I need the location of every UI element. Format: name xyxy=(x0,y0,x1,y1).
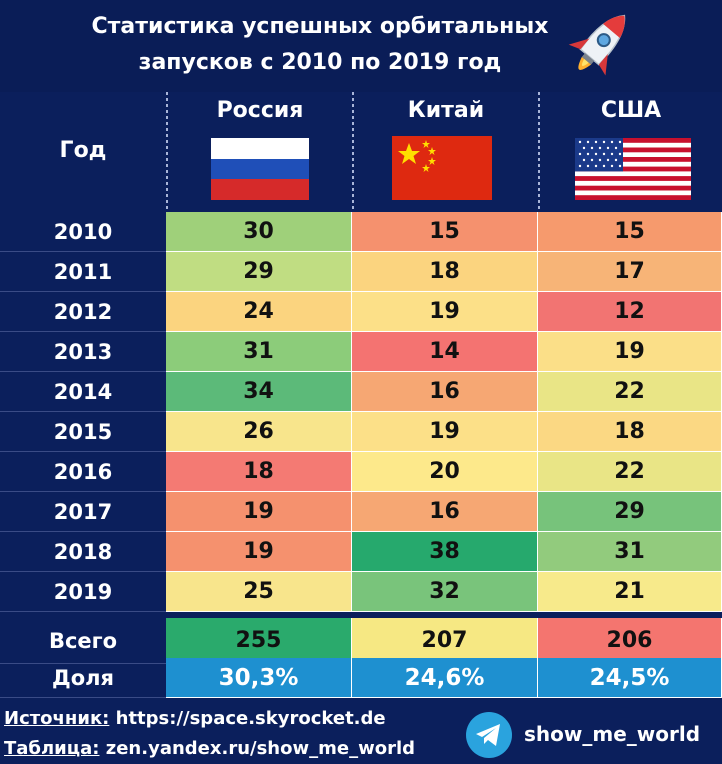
country-header-russia: Россия xyxy=(168,92,352,210)
table-row: 2014 34 16 22 xyxy=(0,372,722,412)
value-cell: 14 xyxy=(352,332,538,372)
table-row: 2010 30 15 15 xyxy=(0,212,722,252)
chart-title-line-1: Статистика успешных орбитальных xyxy=(91,14,549,39)
value-cell: 12 xyxy=(538,292,722,332)
telegram-icon xyxy=(466,712,512,758)
table-row: 2016 18 20 22 xyxy=(0,452,722,492)
chart-title-line-2: запусков с 2010 по 2019 год xyxy=(138,50,502,75)
value-cell: 19 xyxy=(166,532,352,572)
share-row: Доля 30,3% 24,6% 24,5% xyxy=(0,658,722,698)
total-label: Всего xyxy=(0,618,166,664)
year-header-label: Год xyxy=(59,138,107,163)
header-separator xyxy=(538,92,540,210)
year-cell: 2018 xyxy=(0,532,166,572)
total-value-cell: 255 xyxy=(166,618,352,664)
usa-flag-icon xyxy=(575,138,691,200)
year-cell: 2014 xyxy=(0,372,166,412)
share-value-cell: 24,6% xyxy=(352,658,538,698)
year-cell: 2013 xyxy=(0,332,166,372)
channel-handle: show_me_world xyxy=(524,722,701,746)
value-cell: 32 xyxy=(352,572,538,612)
country-header-usa: США xyxy=(540,92,722,210)
value-cell: 29 xyxy=(538,492,722,532)
total-row: Всего 255 207 206 xyxy=(0,618,722,664)
year-cell: 2017 xyxy=(0,492,166,532)
value-cell: 19 xyxy=(352,292,538,332)
value-cell: 19 xyxy=(166,492,352,532)
value-cell: 22 xyxy=(538,372,722,412)
value-cell: 29 xyxy=(166,252,352,292)
table-row: 2011 29 18 17 xyxy=(0,252,722,292)
table-row: 2015 26 19 18 xyxy=(0,412,722,452)
value-cell: 21 xyxy=(538,572,722,612)
value-cell: 22 xyxy=(538,452,722,492)
value-cell: 20 xyxy=(352,452,538,492)
header-separator xyxy=(352,92,354,210)
country-name: Китай xyxy=(407,98,485,123)
share-value-cell: 30,3% xyxy=(166,658,352,698)
share-value-cell: 24,5% xyxy=(538,658,722,698)
value-cell: 17 xyxy=(538,252,722,292)
value-cell: 38 xyxy=(352,532,538,572)
value-cell: 19 xyxy=(352,412,538,452)
title-block: Статистика успешных орбитальных запусков… xyxy=(0,0,722,92)
total-value-cell: 207 xyxy=(352,618,538,664)
table-row: 2013 31 14 19 xyxy=(0,332,722,372)
value-cell: 18 xyxy=(352,252,538,292)
table-label: Таблица: xyxy=(4,738,100,759)
value-cell: 31 xyxy=(538,532,722,572)
country-name: США xyxy=(600,98,662,123)
value-cell: 24 xyxy=(166,292,352,332)
country-name: Россия xyxy=(216,98,304,123)
header-separator xyxy=(166,92,168,210)
value-cell: 26 xyxy=(166,412,352,452)
value-cell: 34 xyxy=(166,372,352,412)
value-cell: 15 xyxy=(538,212,722,252)
year-cell: 2010 xyxy=(0,212,166,252)
value-cell: 15 xyxy=(352,212,538,252)
rocket-icon xyxy=(568,14,626,76)
year-column-header: Год xyxy=(0,92,166,210)
russia-flag-icon xyxy=(211,138,309,200)
value-cell: 18 xyxy=(166,452,352,492)
value-cell: 31 xyxy=(166,332,352,372)
table-row: 2018 19 38 31 xyxy=(0,532,722,572)
value-cell: 16 xyxy=(352,372,538,412)
table-row: 2012 24 19 12 xyxy=(0,292,722,332)
country-header-china: Китай xyxy=(354,92,538,210)
source-line: Источник: https://space.skyrocket.de xyxy=(4,708,386,729)
year-cell: 2016 xyxy=(0,452,166,492)
table-row: 2017 19 16 29 xyxy=(0,492,722,532)
source-label: Источник: xyxy=(4,708,110,729)
year-cell: 2015 xyxy=(0,412,166,452)
table-url: zen.yandex.ru/show_me_world xyxy=(99,738,416,759)
footer: Источник: https://space.skyrocket.de Таб… xyxy=(0,706,722,764)
source-url: https://space.skyrocket.de xyxy=(109,708,386,729)
year-cell: 2019 xyxy=(0,572,166,612)
china-flag-icon xyxy=(392,136,492,200)
year-cell: 2011 xyxy=(0,252,166,292)
value-cell: 19 xyxy=(538,332,722,372)
value-cell: 25 xyxy=(166,572,352,612)
year-cell: 2012 xyxy=(0,292,166,332)
value-cell: 16 xyxy=(352,492,538,532)
table-source-line: Таблица: zen.yandex.ru/show_me_world xyxy=(4,738,415,759)
share-label: Доля xyxy=(0,658,166,698)
value-cell: 30 xyxy=(166,212,352,252)
total-value-cell: 206 xyxy=(538,618,722,664)
table-row: 2019 25 32 21 xyxy=(0,572,722,612)
value-cell: 18 xyxy=(538,412,722,452)
